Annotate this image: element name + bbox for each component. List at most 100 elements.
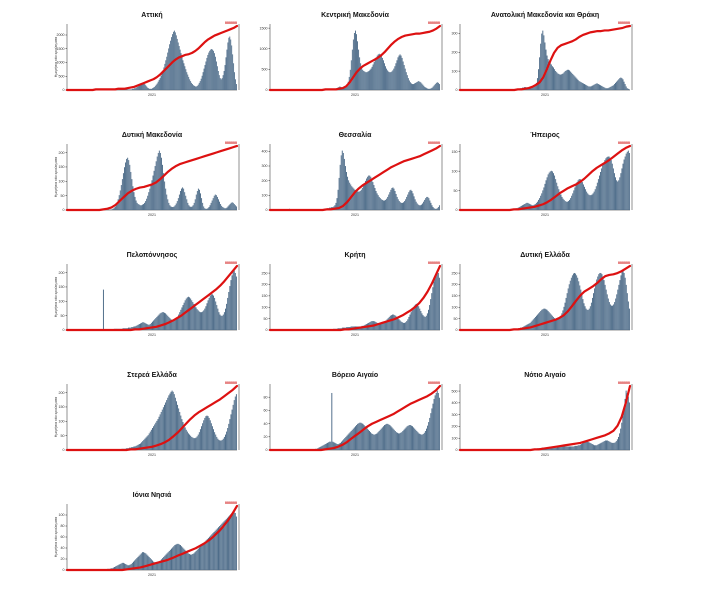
- daily-cases-bar: [610, 86, 612, 90]
- daily-cases-bar: [561, 196, 563, 210]
- daily-cases-bar: [564, 70, 566, 90]
- daily-cases-bar: [407, 319, 409, 330]
- daily-cases-bar: [401, 432, 403, 450]
- daily-cases-bar: [403, 429, 405, 450]
- daily-cases-bar: [201, 75, 203, 90]
- daily-cases-bar: [153, 320, 155, 330]
- daily-cases-bar: [139, 85, 141, 90]
- daily-cases-bar: [192, 553, 194, 570]
- daily-cases-bar: [594, 84, 596, 90]
- daily-cases-bar: [554, 69, 556, 90]
- daily-cases-bar: [386, 198, 388, 210]
- cumulative-last-value-label: 000000: [428, 21, 440, 25]
- daily-cases-bar: [608, 441, 610, 450]
- daily-cases-bar: [215, 301, 217, 330]
- cumulative-cases-line: [458, 144, 632, 212]
- daily-cases-bar: [546, 55, 548, 90]
- daily-cases-bar: [613, 442, 615, 450]
- daily-cases-bar: [403, 65, 405, 90]
- daily-cases-bar: [358, 191, 360, 210]
- daily-cases-bar: [121, 179, 123, 210]
- daily-cases-bar: [436, 270, 438, 330]
- daily-cases-bar: [171, 319, 173, 330]
- daily-cases-bar: [230, 202, 232, 210]
- daily-cases-bar: [571, 72, 573, 90]
- daily-cases-bar: [392, 187, 394, 210]
- daily-cases-bar: [367, 429, 369, 450]
- daily-cases-bar: [180, 309, 182, 330]
- chart-title: Θεσσαλία: [339, 131, 372, 139]
- daily-cases-bar: [171, 390, 173, 450]
- daily-cases-bar: [617, 181, 619, 210]
- daily-cases-bar: [415, 201, 417, 210]
- daily-cases-bar: [608, 87, 610, 90]
- daily-cases-bar: [399, 433, 401, 450]
- daily-cases-bar: [397, 199, 399, 210]
- daily-cases-bar: [578, 81, 580, 90]
- daily-cases-bar: [618, 180, 620, 210]
- daily-cases-bar: [221, 523, 223, 570]
- daily-cases-bar: [169, 205, 171, 210]
- daily-cases-bar: [617, 289, 619, 330]
- daily-cases-bar: [114, 207, 116, 210]
- daily-cases-bar: [590, 86, 592, 90]
- daily-cases-bar: [217, 199, 219, 210]
- daily-cases-bar: [217, 308, 219, 330]
- daily-cases-bar: [195, 307, 197, 330]
- daily-cases-bar: [620, 275, 622, 330]
- daily-cases-bar: [436, 82, 438, 90]
- daily-cases-bar: [564, 201, 566, 210]
- daily-cases-bar: [617, 80, 619, 90]
- daily-cases-bar: [412, 193, 414, 210]
- y-axis-label: Ημερήσια νέα κρούσματα: [54, 277, 58, 318]
- daily-cases-bar: [600, 85, 602, 90]
- daily-cases-bar: [621, 422, 623, 450]
- daily-cases-bar: [619, 78, 621, 90]
- daily-cases-bar: [381, 427, 383, 450]
- daily-cases-bar: [116, 565, 118, 570]
- daily-cases-bar: [178, 314, 180, 330]
- daily-cases-bar: [133, 88, 135, 90]
- daily-cases-bar: [217, 527, 219, 570]
- daily-cases-bar: [190, 298, 192, 330]
- daily-cases-bar: [122, 173, 124, 210]
- y-tick-label: 100: [59, 300, 65, 304]
- daily-cases-bar: [395, 315, 397, 330]
- daily-cases-bar: [185, 195, 187, 210]
- daily-cases-bar: [424, 430, 426, 450]
- daily-cases-bar: [530, 88, 532, 90]
- daily-cases-bar: [198, 189, 200, 210]
- daily-cases-bar: [593, 293, 594, 330]
- daily-cases-bar: [624, 156, 626, 210]
- daily-cases-bar: [419, 308, 421, 330]
- daily-cases-bar: [159, 313, 161, 330]
- daily-cases-bar: [209, 420, 211, 450]
- daily-cases-bar: [379, 54, 381, 90]
- daily-cases-bar: [222, 522, 224, 570]
- daily-cases-bar: [153, 426, 155, 450]
- daily-cases-bar: [234, 72, 235, 90]
- daily-cases-bar: [417, 81, 419, 90]
- daily-cases-bar: [132, 327, 134, 330]
- daily-cases-bar: [433, 398, 435, 450]
- daily-cases-bar: [376, 322, 378, 330]
- daily-cases-bar: [214, 194, 216, 210]
- daily-cases-bar: [626, 392, 628, 450]
- daily-cases-bar: [176, 201, 178, 210]
- daily-cases-bar: [227, 206, 229, 210]
- daily-cases-bar: [360, 422, 362, 450]
- daily-cases-bar: [416, 82, 418, 90]
- daily-cases-bar: [331, 392, 333, 450]
- chart-title: Νότιο Αιγαίο: [524, 372, 566, 379]
- daily-cases-bar: [160, 157, 162, 210]
- daily-cases-bar: [606, 157, 608, 210]
- daily-cases-bar: [162, 312, 164, 330]
- daily-cases-bar: [579, 179, 581, 210]
- daily-cases-bar: [421, 434, 423, 450]
- daily-cases-bar: [430, 202, 432, 210]
- daily-cases-bar: [389, 315, 391, 330]
- daily-cases-bar: [346, 171, 347, 210]
- daily-cases-bar: [394, 315, 396, 330]
- daily-cases-bar: [582, 184, 584, 210]
- daily-cases-bar: [382, 200, 384, 210]
